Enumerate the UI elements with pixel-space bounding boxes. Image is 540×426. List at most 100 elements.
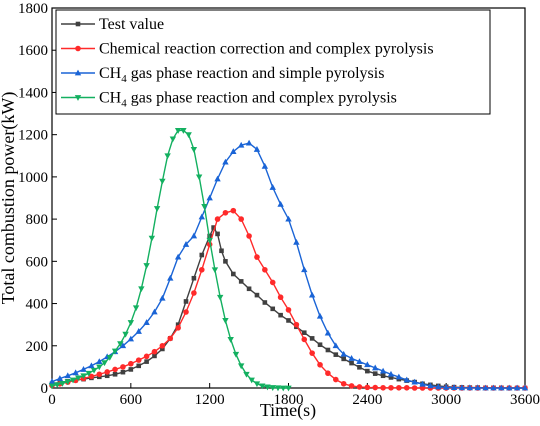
data-point bbox=[135, 357, 142, 363]
legend-items: Test value Chemical reaction correction a… bbox=[61, 16, 434, 110]
x-axis-title: Time(s) bbox=[260, 400, 316, 421]
data-point bbox=[474, 384, 481, 391]
data-point bbox=[80, 366, 87, 372]
y-tick-label: 400 bbox=[26, 297, 49, 313]
data-point bbox=[301, 330, 307, 335]
data-point bbox=[90, 367, 98, 374]
data-point bbox=[264, 384, 271, 391]
data-point bbox=[301, 266, 308, 273]
data-point bbox=[72, 369, 79, 376]
data-point bbox=[174, 253, 182, 260]
data-point bbox=[206, 237, 213, 244]
data-point bbox=[372, 384, 379, 391]
data-point bbox=[230, 148, 237, 154]
data-point bbox=[506, 384, 513, 391]
data-point bbox=[274, 385, 282, 392]
data-point bbox=[248, 377, 255, 384]
data-point bbox=[151, 308, 158, 315]
data-point bbox=[128, 367, 134, 372]
data-point bbox=[143, 353, 150, 360]
legend-item: Chemical reaction correction and complex… bbox=[61, 41, 434, 58]
data-point bbox=[450, 384, 458, 390]
data-point bbox=[254, 292, 260, 298]
data-point bbox=[117, 341, 124, 348]
legend-item: CH4 gas phase reaction and complex pyrol… bbox=[61, 90, 397, 110]
data-point bbox=[262, 300, 268, 305]
y-tick-label: 200 bbox=[26, 339, 49, 355]
data-point bbox=[96, 364, 103, 371]
data-point bbox=[285, 307, 292, 313]
data-point bbox=[167, 274, 174, 281]
data-point bbox=[135, 328, 142, 334]
data-point bbox=[278, 312, 283, 318]
data-point bbox=[174, 128, 182, 134]
legend-marker bbox=[74, 69, 82, 76]
data-point bbox=[482, 384, 489, 391]
data-point bbox=[316, 312, 324, 319]
data-point bbox=[56, 375, 64, 381]
data-point bbox=[190, 232, 198, 239]
data-point bbox=[132, 305, 140, 312]
y-tick-label: 1800 bbox=[18, 1, 48, 17]
data-point bbox=[104, 369, 110, 375]
legend-label: CH4 gas phase reaction and complex pyrol… bbox=[99, 90, 397, 110]
data-point bbox=[222, 318, 229, 324]
data-point bbox=[112, 366, 118, 373]
data-point bbox=[357, 365, 362, 370]
data-point bbox=[286, 318, 291, 323]
data-point bbox=[348, 383, 355, 389]
data-point bbox=[280, 385, 287, 392]
data-point bbox=[521, 384, 529, 391]
data-point bbox=[238, 141, 245, 148]
data-point bbox=[215, 231, 220, 237]
data-point bbox=[169, 136, 177, 143]
data-point bbox=[143, 263, 150, 269]
data-point bbox=[148, 235, 156, 242]
data-point bbox=[120, 369, 126, 375]
data-point bbox=[246, 286, 252, 292]
data-point bbox=[127, 320, 135, 326]
data-point bbox=[245, 139, 253, 146]
data-point bbox=[325, 370, 331, 377]
legend-label-rest: gas phase reaction and complex pyrolysis bbox=[127, 90, 397, 107]
axis-ticks: 0 600 1200 1800 2400 3000 3600 0 200 400 600 800 100… bbox=[18, 1, 540, 408]
data-point bbox=[427, 382, 434, 389]
data-point bbox=[199, 252, 205, 258]
data-point bbox=[143, 319, 150, 325]
data-point bbox=[175, 322, 181, 327]
x-tick-label: 1200 bbox=[195, 392, 225, 408]
data-point bbox=[222, 158, 229, 165]
data-point bbox=[183, 299, 189, 304]
data-point bbox=[128, 360, 134, 367]
data-point bbox=[206, 194, 213, 201]
data-point bbox=[214, 175, 221, 182]
data-point bbox=[216, 294, 224, 301]
legend-label: CH4 gas phase reaction and simple pyroly… bbox=[99, 65, 384, 85]
legend-marker bbox=[75, 21, 81, 27]
data-point bbox=[466, 384, 474, 391]
data-point bbox=[254, 254, 260, 260]
y-axis-title: Total combustion power(kW) bbox=[0, 92, 19, 305]
x-tick-label: 1800 bbox=[274, 392, 304, 408]
y-tick-label: 1600 bbox=[18, 43, 48, 59]
data-point bbox=[227, 337, 234, 343]
series-2 bbox=[49, 207, 528, 391]
data-point bbox=[153, 206, 161, 212]
legend-label-subscript: 4 bbox=[121, 73, 127, 85]
data-point bbox=[180, 128, 187, 134]
data-point bbox=[308, 291, 316, 298]
data-point bbox=[277, 294, 284, 301]
legend-box bbox=[55, 9, 491, 115]
data-point bbox=[182, 241, 190, 247]
data-point bbox=[348, 355, 355, 361]
data-point bbox=[395, 373, 403, 380]
data-point bbox=[317, 361, 323, 368]
data-point bbox=[513, 384, 521, 391]
data-point bbox=[214, 216, 221, 222]
legend-item: Test value bbox=[61, 16, 164, 33]
data-point bbox=[88, 373, 95, 380]
data-point bbox=[356, 358, 363, 365]
data-point bbox=[253, 381, 261, 388]
data-point bbox=[122, 331, 129, 338]
